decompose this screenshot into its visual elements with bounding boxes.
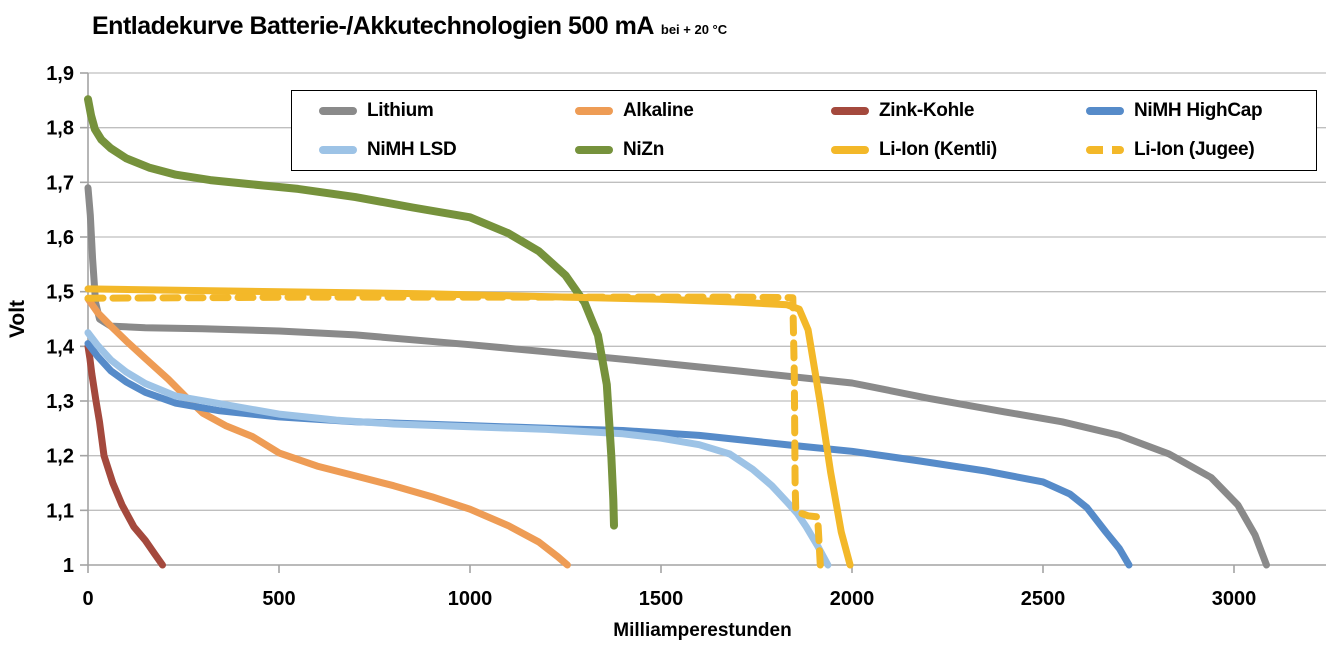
legend-label: Zink-Kohle: [879, 99, 975, 121]
legend-swatch: [319, 146, 357, 155]
legend-item-lithium: Lithium: [292, 100, 548, 122]
legend-label: Lithium: [367, 99, 434, 121]
legend-label: NiMH HighCap: [1134, 99, 1263, 121]
y-tick-label: 1,5: [46, 282, 74, 304]
legend-label: NiZn: [623, 139, 665, 161]
x-tick-label: 500: [262, 588, 295, 610]
series-nimh-lsd: [84, 329, 832, 569]
legend-swatch: [1086, 106, 1124, 115]
y-axis-title: Volt: [6, 299, 29, 339]
x-tick-label: 1000: [448, 588, 493, 610]
x-axis-title: Milliamperestunden: [613, 620, 792, 641]
legend-item-zink-kohle: Zink-Kohle: [804, 100, 1059, 122]
y-tick-label: 1,1: [46, 500, 74, 522]
chart-title-suffix: bei + 20 °C: [660, 22, 728, 37]
legend-swatch: [319, 106, 357, 115]
x-tick-label: 2500: [1021, 588, 1066, 610]
legend-label: Li-Ion (Jugee): [1134, 139, 1255, 161]
legend-box: Lithium Alkaline Zink-Kohle NiMH HighCap NiM…: [291, 90, 1317, 171]
y-tick-label: 1,6: [46, 227, 74, 249]
x-tick-label: 0: [82, 588, 93, 610]
legend-swatch: [1086, 146, 1124, 155]
legend-item-nizn: NiZn: [548, 139, 804, 161]
legend-swatch: [831, 106, 869, 115]
chart-title-main: Entladekurve Batterie-/Akkutechnologien …: [92, 12, 654, 40]
legend-item-nimh-highcap: NiMH HighCap: [1059, 100, 1316, 122]
x-tick-label: 1500: [639, 588, 684, 610]
y-tick-label: 1,7: [46, 172, 74, 194]
legend-label: Alkaline: [623, 99, 694, 121]
legend-swatch: [831, 146, 869, 155]
series-nizn: [84, 95, 618, 530]
legend-swatch: [575, 146, 613, 155]
y-tick-label: 1,8: [46, 118, 74, 140]
legend-label: NiMH LSD: [367, 139, 457, 161]
series-li-ion-kentli: [84, 285, 854, 569]
chart-title: Entladekurve Batterie-/Akkutechnologien …: [92, 12, 727, 41]
series-alkaline: [84, 295, 571, 569]
legend-label: Li-Ion (Kentli): [879, 139, 997, 161]
legend-swatch: [575, 106, 613, 115]
x-tick-label: 3000: [1212, 588, 1257, 610]
legend-item-nimh-lsd: NiMH LSD: [292, 139, 548, 161]
y-tick-label: 1,4: [46, 336, 75, 358]
y-tick-label: 1,3: [46, 391, 74, 413]
legend-item-li-ion-jugee: Li-Ion (Jugee): [1059, 139, 1316, 161]
x-tick-label: 2000: [830, 588, 875, 610]
y-tick-label: 1: [63, 555, 74, 577]
series-zink-kohle: [84, 342, 166, 569]
series-li-ion-jugee: [84, 293, 824, 569]
y-tick-label: 1,2: [46, 446, 74, 468]
legend-item-alkaline: Alkaline: [548, 100, 804, 122]
legend-item-li-ion-kentli: Li-Ion (Kentli): [804, 139, 1059, 161]
y-tick-label: 1,9: [46, 63, 74, 85]
